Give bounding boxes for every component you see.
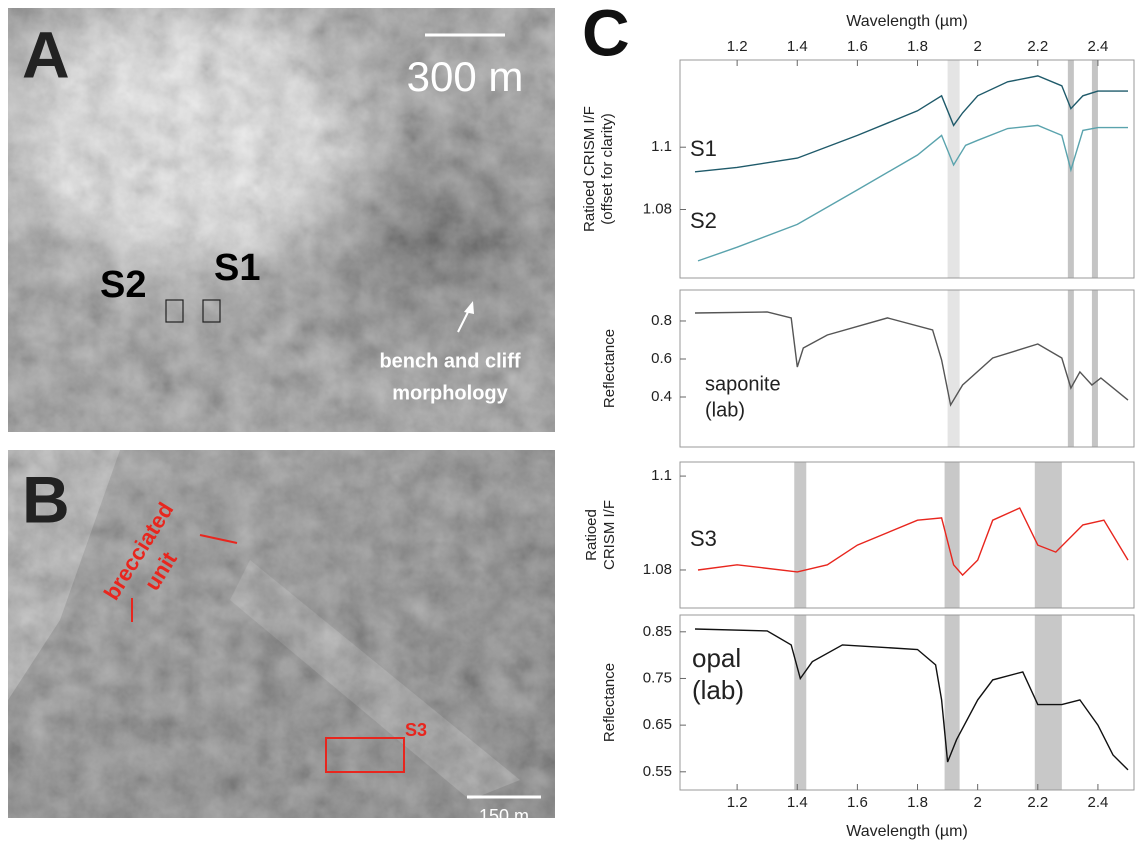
scale-label: 150 m — [479, 806, 529, 826]
annotation: bench and cliff — [379, 350, 520, 372]
absorption-band — [1067, 290, 1074, 447]
y-tick-label: 1.1 — [651, 467, 672, 484]
site-box — [165, 299, 184, 323]
series-label: opal — [692, 643, 741, 673]
absorption-band — [1091, 290, 1098, 447]
x-tick-label: 2 — [973, 38, 981, 55]
absorption-band — [1034, 615, 1062, 790]
plot-frame — [679, 614, 1135, 791]
spectrum-line — [697, 124, 1128, 262]
absorption-band — [1034, 462, 1062, 608]
series-label: S2 — [690, 208, 717, 233]
y-axis-title: Reflectance — [601, 329, 618, 408]
x-tick-label: 2.2 — [1027, 38, 1048, 55]
site-label: S2 — [100, 264, 146, 306]
y-tick-label: 0.75 — [643, 669, 672, 686]
y-tick-label: 0.85 — [643, 623, 672, 640]
y-tick-label: 0.6 — [651, 350, 672, 367]
x-tick-label: 1.4 — [787, 794, 808, 811]
absorption-band — [944, 462, 960, 608]
x-tick-label: 2.4 — [1087, 38, 1108, 55]
spectrum-line — [694, 75, 1128, 173]
x-tick-label: 1.2 — [727, 794, 748, 811]
x-axis-title: Wavelength (µm) — [846, 13, 968, 30]
absorption-band — [794, 615, 807, 790]
x-tick-label: 1.6 — [847, 38, 868, 55]
absorption-band — [1091, 60, 1098, 278]
y-axis-title: CRISM I/F — [601, 500, 618, 570]
panel-letter: B — [22, 462, 70, 536]
series-label: S3 — [690, 526, 717, 551]
site-label: S3 — [405, 720, 427, 740]
plot-frame — [679, 461, 1135, 609]
x-tick-label: 2.2 — [1027, 794, 1048, 811]
y-axis-title: (offset for clarity) — [599, 113, 616, 224]
x-tick-label: 2.4 — [1087, 794, 1108, 811]
series-note: (lab) — [705, 399, 745, 421]
x-tick-label: 2 — [973, 794, 981, 811]
absorption-band — [947, 60, 960, 278]
y-tick-label: 0.8 — [651, 312, 672, 329]
scale-label: 300 m — [407, 53, 524, 100]
y-tick-label: 1.08 — [643, 200, 672, 217]
y-tick-label: 0.55 — [643, 763, 672, 780]
absorption-band — [794, 462, 807, 608]
panel-letter: C — [582, 0, 630, 69]
y-tick-label: 1.08 — [643, 561, 672, 578]
absorption-band — [947, 290, 960, 447]
plot-frame — [679, 59, 1135, 279]
y-tick-label: 0.4 — [651, 388, 672, 405]
leader — [199, 534, 238, 544]
site-box — [325, 737, 405, 773]
x-tick-label: 1.6 — [847, 794, 868, 811]
y-axis-title: Ratioed — [583, 509, 600, 561]
x-tick-label: 1.8 — [907, 38, 928, 55]
y-axis-title: Reflectance — [601, 663, 618, 742]
y-tick-label: 0.65 — [643, 716, 672, 733]
arrow-head — [464, 301, 474, 314]
series-label: S1 — [690, 136, 717, 161]
site-box — [202, 299, 221, 323]
series-label: saponite — [705, 373, 781, 395]
x-axis-title: Wavelength (µm) — [846, 823, 968, 840]
panel-b: B brecciated unit S3 150 m — [8, 450, 555, 826]
y-tick-label: 1.1 — [651, 138, 672, 155]
spectrum-line — [694, 628, 1129, 771]
spectrum-line — [697, 507, 1129, 577]
x-tick-label: 1.8 — [907, 794, 928, 811]
site-label: S1 — [214, 247, 260, 289]
panel-a: A 300 m S2 S1 bench and cliff morphology — [8, 8, 555, 432]
x-tick-label: 1.2 — [727, 38, 748, 55]
series-note: (lab) — [692, 675, 744, 705]
image-b-texture — [8, 450, 555, 818]
y-axis-title: Ratioed CRISM I/F — [581, 106, 598, 232]
absorption-band — [944, 615, 960, 790]
x-tick-label: 1.4 — [787, 38, 808, 55]
panel-letter: A — [22, 17, 70, 91]
image-a-texture — [8, 8, 555, 432]
spectrum-line — [694, 311, 1129, 407]
annotation: morphology — [392, 382, 508, 404]
plot-frame — [679, 289, 1135, 448]
